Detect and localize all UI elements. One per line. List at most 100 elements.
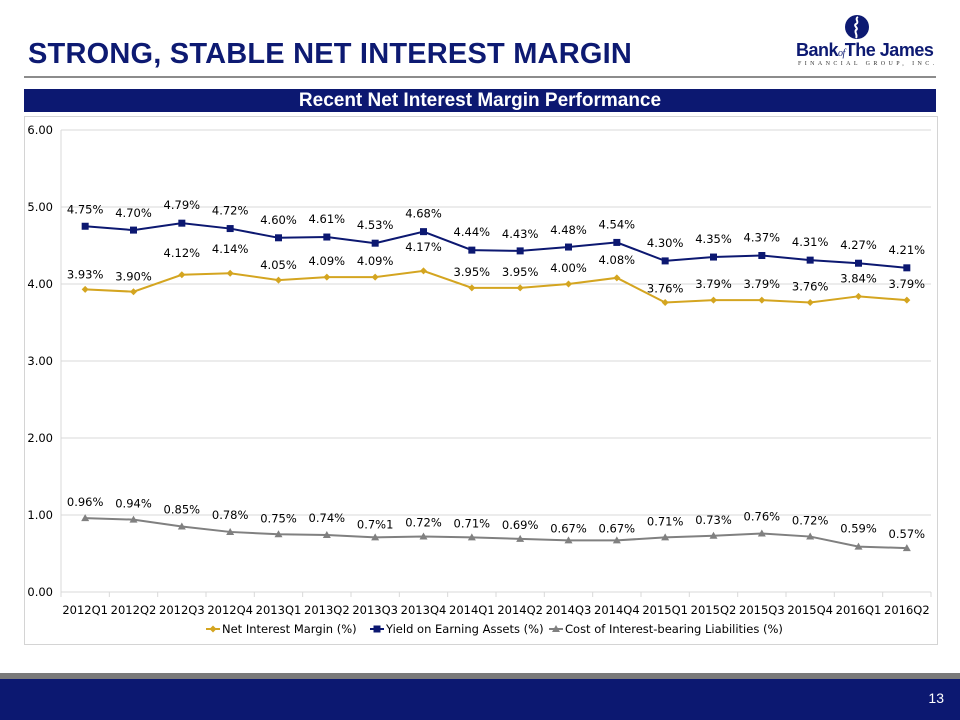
x-tick-label: 2013Q4: [401, 603, 447, 617]
data-label: 4.27%: [840, 238, 877, 252]
data-label: 0.78%: [212, 508, 249, 522]
data-label: 4.44%: [454, 225, 491, 239]
data-point: [758, 252, 766, 260]
data-point: [757, 529, 766, 537]
data-point: [226, 269, 234, 277]
data-point: [467, 533, 476, 541]
logo-subtitle: FINANCIAL GROUP, INC.: [798, 61, 938, 67]
x-tick-label: 2012Q4: [207, 603, 253, 617]
page-number: 13: [928, 690, 944, 706]
data-label: 3.76%: [647, 281, 684, 295]
y-tick-label: 3.00: [27, 354, 53, 368]
data-point: [178, 219, 186, 227]
x-tick-label: 2015Q1: [642, 603, 688, 617]
legend-label: Cost of Interest-bearing Liabilities (%): [565, 622, 783, 636]
data-point: [806, 532, 815, 540]
y-tick-label: 0.00: [27, 585, 53, 599]
x-tick-label: 2014Q1: [449, 603, 495, 617]
x-tick-label: 2014Q3: [546, 603, 592, 617]
data-point: [130, 226, 137, 234]
data-point: [516, 284, 524, 292]
y-tick-label: 1.00: [27, 508, 53, 522]
y-tick-label: 4.00: [27, 277, 53, 291]
data-point: [709, 531, 718, 539]
data-point: [710, 296, 717, 304]
x-tick-label: 2015Q4: [787, 603, 833, 617]
data-point: [275, 234, 282, 242]
series-line: [85, 517, 907, 550]
data-label: 3.76%: [792, 279, 829, 293]
data-label: 0.72%: [405, 516, 442, 530]
x-tick-label: 2012Q3: [159, 603, 205, 617]
data-label: 3.79%: [889, 277, 926, 291]
data-label: 3.95%: [502, 265, 539, 279]
logo-name-james: The James: [844, 40, 934, 60]
data-point: [565, 243, 572, 251]
data-point: [226, 225, 234, 233]
data-label: 4.72%: [212, 204, 249, 218]
data-point: [420, 267, 427, 275]
slide-title: STRONG, STABLE NET INTEREST MARGIN: [28, 38, 632, 70]
data-point: [613, 238, 621, 246]
data-label: 3.95%: [454, 265, 491, 279]
data-point: [177, 522, 186, 530]
footer-divider: [0, 673, 960, 679]
data-label: 0.74%: [309, 511, 346, 525]
series-line: [85, 222, 907, 269]
title-divider: [24, 76, 936, 78]
data-point: [81, 285, 89, 293]
data-label: 0.72%: [792, 514, 829, 528]
data-point: [420, 228, 427, 236]
legend-marker: [552, 625, 560, 632]
data-point: [661, 257, 669, 265]
legend-marker: [209, 625, 217, 633]
data-label: 4.61%: [309, 212, 346, 226]
data-point: [565, 280, 572, 288]
x-tick-label: 2015Q3: [739, 603, 785, 617]
legend-label: Yield on Earning Assets (%): [385, 622, 544, 636]
chart-container: [24, 116, 938, 645]
y-tick-label: 6.00: [27, 123, 53, 137]
data-point: [855, 259, 862, 267]
data-point: [371, 273, 379, 281]
data-point: [275, 276, 282, 284]
data-label: 4.14%: [212, 242, 249, 256]
data-point: [371, 533, 380, 541]
data-point: [903, 264, 911, 272]
data-label: 3.90%: [115, 270, 152, 284]
x-tick-label: 2012Q2: [111, 603, 157, 617]
data-label: 4.31%: [792, 235, 829, 249]
data-point: [419, 532, 428, 540]
data-point: [468, 246, 476, 254]
data-label: 0.76%: [744, 509, 781, 523]
data-point: [323, 273, 331, 281]
logo-name-of: of: [838, 48, 845, 59]
data-label: 0.69%: [502, 518, 539, 532]
data-label: 0.59%: [840, 522, 877, 536]
data-label: 4.08%: [599, 253, 636, 267]
chart-banner: Recent Net Interest Margin Performance: [24, 89, 936, 112]
data-label: 4.79%: [164, 198, 201, 212]
slide-footer: 13: [0, 679, 960, 720]
data-label: 4.70%: [115, 206, 152, 220]
logo-emblem-icon: [845, 15, 869, 39]
data-label: 4.35%: [695, 232, 732, 246]
x-tick-label: 2016Q2: [884, 603, 930, 617]
data-point: [178, 271, 186, 279]
data-label: 0.96%: [67, 495, 104, 509]
data-point: [661, 298, 669, 306]
data-label: 4.75%: [67, 202, 104, 216]
series-line: [85, 269, 907, 304]
y-tick-label: 2.00: [27, 431, 53, 445]
x-tick-label: 2012Q1: [62, 603, 108, 617]
data-label: 3.79%: [744, 277, 781, 291]
data-point: [758, 296, 766, 304]
data-label: 4.60%: [260, 213, 297, 227]
data-label: 4.21%: [889, 243, 926, 257]
data-label: 4.48%: [550, 223, 587, 237]
data-point: [710, 253, 717, 261]
data-point: [806, 256, 814, 264]
data-point: [516, 534, 525, 542]
x-tick-label: 2014Q2: [497, 603, 543, 617]
